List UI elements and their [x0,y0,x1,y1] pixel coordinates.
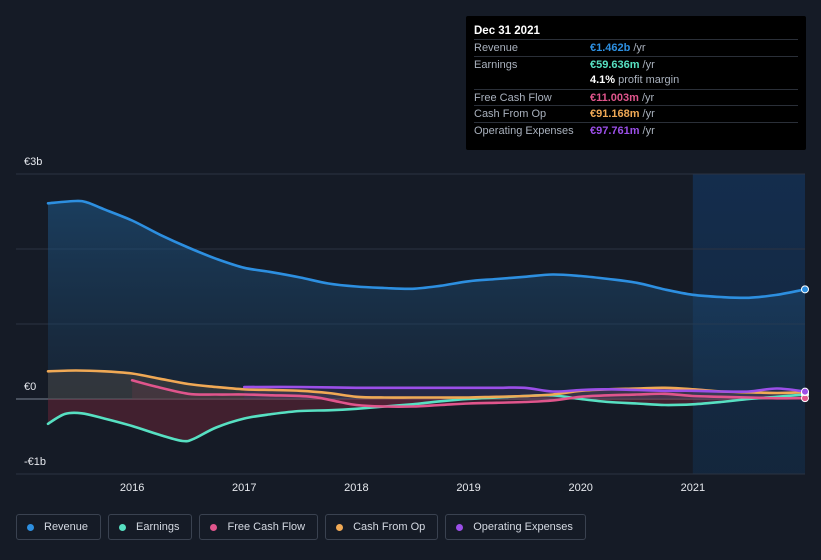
tooltip-row: Earnings €59.636m/yr [474,55,798,73]
line-free-cash-flow [130,379,807,409]
series-areas [48,200,806,442]
legend-dot-icon [336,523,344,531]
x-tick-label: 2017 [232,482,256,494]
tooltip-row-value: €11.003m [590,91,639,104]
tooltip-row-unit: /yr [641,91,655,104]
y-axis-labels: €3b €0 -€1b [24,156,46,468]
line-revenue [46,199,807,300]
legend-label: Free Cash Flow [227,521,306,533]
y-tick-label: -€1b [24,456,46,468]
legend-item-free-cash-flow[interactable]: Free Cash Flow [199,514,319,540]
legend-dot-icon [119,523,127,531]
tooltip-row-unit: /yr [642,124,655,137]
tooltip-row: Cash From Op €91.168m/yr [474,105,798,122]
tooltip-row: Revenue €1.462b/yr [474,39,798,56]
x-axis-labels: 2016 2017 2018 2019 2020 2021 [120,482,705,494]
data-tooltip: Dec 31 2021 Revenue €1.462b/yr Earnings €59… [466,16,806,150]
tooltip-row: Free Cash Flow €11.003m/yr [474,88,798,106]
y-tick-label: €0 [24,381,36,393]
area-earnings [48,394,805,442]
x-tick-label: 2020 [568,482,592,494]
y-tick-label: €3b [24,156,42,168]
endpoint-operating-expenses [801,387,809,396]
x-tick-label: 2019 [456,482,480,494]
tooltip-row-value: €97.761m [590,124,640,137]
line-operating-expenses [243,385,807,394]
legend-label: Revenue [44,521,89,533]
tooltip-row-label: Earnings [474,58,518,71]
tooltip-row-value: 4.1% [590,74,616,86]
series-lines [46,199,807,443]
tooltip-row-value: €59.636m [590,58,640,71]
legend-dot-icon [210,523,218,531]
legend-item-cash-from-op[interactable]: Cash From Op [325,514,439,540]
legend-item-earnings[interactable]: Earnings [108,514,193,540]
tooltip-row-label: Revenue [474,42,519,54]
area-cash-from-op [48,370,805,399]
legend-label: Earnings [136,521,180,533]
area-free-cash-flow [132,380,806,407]
legend-item-operating-expenses[interactable]: Operating Expenses [445,514,586,540]
tooltip-date: Dec 31 2021 [474,25,540,37]
area-revenue [48,200,805,399]
x-tick-label: 2016 [120,482,144,494]
tooltip-row-label: Cash From Op [474,108,547,120]
legend-label: Cash From Op [353,521,426,533]
tooltip-row-label: Operating Expenses [474,124,574,137]
x-tick-label: 2018 [344,482,368,494]
tooltip-row: Operating Expenses €97.761m/yr [474,121,798,139]
endpoint-revenue [801,285,809,294]
tooltip-row-unit: /yr [633,42,646,54]
tooltip-row-unit: /yr [642,58,655,71]
tooltip-row: 4.1% profit margin [474,72,798,89]
tooltip-row-value: €1.462b [590,42,631,54]
chart-legend: Revenue Earnings Free Cash Flow Cash From O… [16,514,586,542]
tooltip-row-value: €91.168m [590,108,640,120]
line-cash-from-op [46,369,807,399]
x-tick-label: 2021 [681,482,705,494]
series-endpoints [801,285,809,403]
legend-dot-icon [27,523,34,531]
legend-dot-icon [456,523,464,531]
area-operating-expenses [244,386,806,399]
tooltip-row-label: Free Cash Flow [474,91,552,104]
legend-label: Operating Expenses [473,521,573,533]
tooltip-row-label [474,72,590,89]
tooltip-row-unit: profit margin [618,74,680,86]
tooltip-row-unit: /yr [642,108,655,120]
legend-item-revenue[interactable]: Revenue [16,514,102,540]
